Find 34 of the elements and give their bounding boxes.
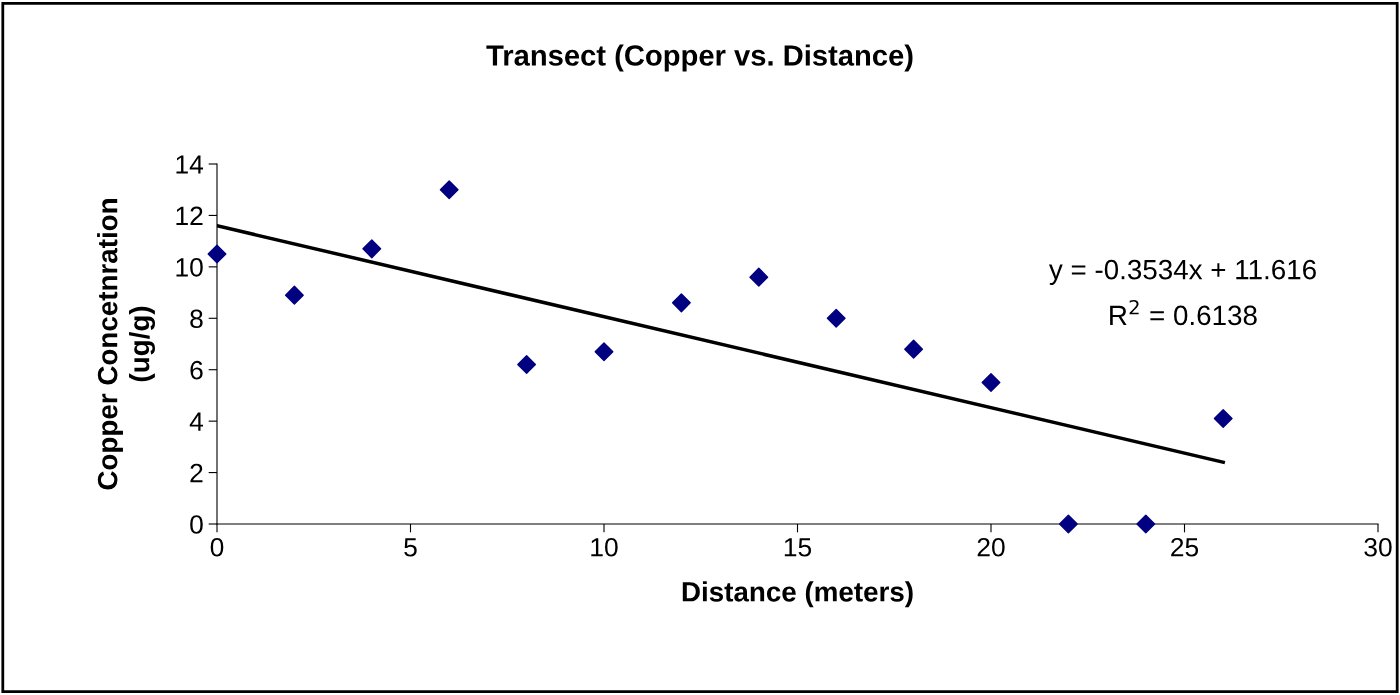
y-tick-label: 10 <box>176 257 203 277</box>
point <box>826 308 846 328</box>
point <box>362 239 382 259</box>
chart-title: Transect (Copper vs. Distance) <box>486 44 913 72</box>
annotation: R$^{2}$ = 0.6138 <box>1110 299 1257 326</box>
x-tick-label: 20 <box>977 537 1005 557</box>
y-tick-label: 14 <box>176 155 204 174</box>
y-tick-label: 2 <box>190 463 203 483</box>
point <box>439 180 459 200</box>
x-tick-label: 15 <box>784 538 812 557</box>
y-axis-title: Copper Concetnration (ug/g) <box>97 199 156 490</box>
point <box>904 339 924 359</box>
point <box>594 342 614 362</box>
x-axis-title: Distance (meters) <box>682 581 913 608</box>
point <box>517 355 537 375</box>
point <box>1213 409 1233 429</box>
x-tick-label: 0 <box>210 537 224 557</box>
point <box>749 267 769 287</box>
x-tick-label: 10 <box>591 537 618 557</box>
x-tick-label: 30 <box>1364 537 1392 557</box>
point <box>1136 514 1156 534</box>
point <box>284 285 304 305</box>
y-tick-label: 4 <box>189 412 204 431</box>
y-tick-label: 12 <box>176 206 203 225</box>
y-tick-label: 0 <box>190 515 203 534</box>
point <box>981 373 1001 393</box>
x-tick-label: 25 <box>1171 537 1199 557</box>
point <box>671 293 691 313</box>
x-tick-label: 5 <box>404 538 417 557</box>
y-tick-label: 6 <box>190 360 203 380</box>
point <box>1058 514 1078 534</box>
annotation: y = -0.3534x + 11.616 <box>1048 259 1316 285</box>
point <box>207 244 227 264</box>
y-tick-label: 8 <box>190 309 203 329</box>
